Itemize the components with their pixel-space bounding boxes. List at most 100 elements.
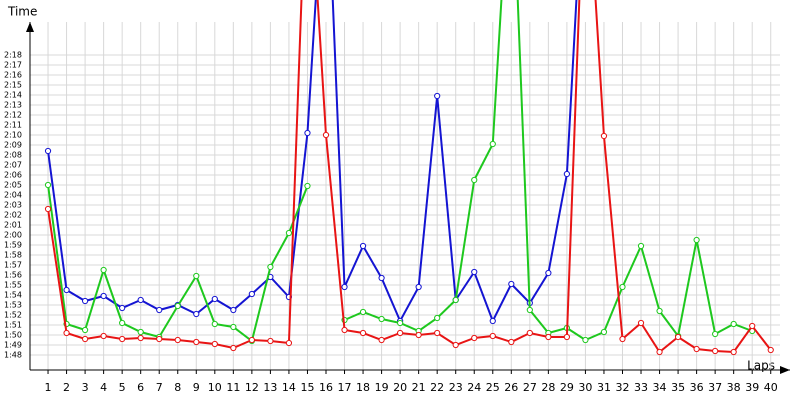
y-tick-label: 1:55 (4, 281, 22, 290)
lap-marker (341, 326, 348, 334)
x-tick-label: 38 (727, 381, 741, 394)
lap-marker (119, 304, 126, 312)
x-tick-label: 34 (653, 381, 667, 394)
lap-marker (489, 140, 496, 148)
lap-marker (508, 338, 515, 346)
lap-marker (267, 337, 274, 345)
x-axis-label: Laps (747, 359, 775, 373)
x-tick-label: 12 (245, 381, 259, 394)
x-tick-label: 20 (393, 381, 407, 394)
x-tick-label: 4 (100, 381, 107, 394)
lap-marker (359, 308, 367, 316)
lap-marker (619, 335, 626, 343)
x-tick-label: 8 (174, 381, 181, 394)
y-tick-label: 2:03 (4, 201, 22, 210)
lap-marker (44, 181, 52, 189)
y-tick-label: 2:09 (4, 141, 22, 150)
x-tick-label: 31 (597, 381, 611, 394)
lap-marker (508, 280, 515, 288)
lap-marker (44, 205, 52, 213)
lap-marker (285, 339, 293, 347)
series-line (47, 0, 772, 354)
lap-marker (119, 335, 126, 343)
lap-marker (712, 330, 719, 338)
y-tick-label: 2:04 (4, 191, 22, 200)
lap-marker (137, 334, 144, 342)
x-tick-label: 3 (82, 381, 89, 394)
y-tick-label: 1:54 (4, 291, 22, 300)
lap-marker (471, 334, 478, 342)
lap-marker (285, 229, 293, 237)
x-tick-label: 40 (764, 381, 778, 394)
lap-marker (193, 272, 200, 280)
lap-marker (656, 307, 663, 315)
lap-marker (489, 317, 496, 325)
lap-marker (341, 283, 348, 291)
lap-marker (359, 242, 367, 250)
y-tick-label: 1:53 (4, 301, 22, 310)
y-tick-label: 2:01 (4, 221, 22, 230)
x-tick-label: 23 (449, 381, 463, 394)
y-tick-label: 1:50 (4, 331, 22, 340)
lap-marker (434, 92, 441, 100)
lap-marker (545, 269, 552, 277)
y-tick-label: 2:07 (4, 161, 22, 170)
lap-marker (211, 340, 218, 348)
lap-marker (248, 336, 255, 344)
lap-marker (267, 263, 274, 271)
lap-marker (730, 320, 737, 328)
lap-marker (304, 129, 311, 137)
series-line (47, 0, 578, 324)
lap-marker (693, 236, 700, 244)
x-tick-label: 21 (412, 381, 426, 394)
y-tick-label: 2:11 (4, 121, 22, 130)
lap-marker (637, 319, 645, 327)
lap-marker (119, 319, 126, 327)
lap-marker (545, 333, 552, 341)
lap-marker (100, 332, 107, 340)
x-tick-label: 7 (156, 381, 163, 394)
x-tick-label: 25 (486, 381, 500, 394)
x-tick-label: 35 (671, 381, 685, 394)
lap-marker (749, 322, 756, 330)
x-tick-label: 10 (208, 381, 222, 394)
lap-marker (378, 336, 385, 344)
lap-marker (656, 348, 663, 356)
lap-marker (63, 329, 70, 337)
x-tick-label: 19 (375, 381, 389, 394)
x-tick-label: 17 (338, 381, 352, 394)
x-tick-label: 2 (63, 381, 70, 394)
lap-marker (674, 333, 682, 341)
grid (30, 22, 780, 370)
lap-marker (81, 297, 89, 305)
lap-marker (100, 292, 107, 300)
y-tick-label: 2:12 (4, 111, 22, 120)
x-tick-label: 22 (430, 381, 444, 394)
lap-marker (434, 314, 441, 322)
lap-marker (248, 290, 255, 298)
lap-marker (359, 329, 367, 337)
x-tick-label: 16 (319, 381, 333, 394)
lap-marker (489, 332, 496, 340)
y-axis-arrow (26, 22, 34, 32)
lap-marker (397, 319, 404, 327)
x-tick-label: 24 (467, 381, 481, 394)
lap-marker (397, 329, 404, 337)
lap-marker (174, 302, 181, 310)
y-tick-label: 2:13 (4, 101, 22, 110)
lap-marker (767, 346, 774, 354)
y-tick-label: 1:48 (4, 351, 22, 360)
y-tick-label: 2:18 (4, 51, 22, 60)
x-tick-label: 26 (504, 381, 518, 394)
lap-marker (471, 268, 478, 276)
lap-marker (193, 310, 200, 318)
lap-marker (44, 147, 52, 155)
y-tick-label: 2:10 (4, 131, 22, 140)
x-tick-label: 9 (193, 381, 200, 394)
y-tick-label: 2:08 (4, 151, 22, 160)
lap-marker (693, 345, 700, 353)
lap-marker (137, 328, 144, 336)
lap-marker (637, 242, 645, 250)
x-tick-label: 14 (282, 381, 296, 394)
